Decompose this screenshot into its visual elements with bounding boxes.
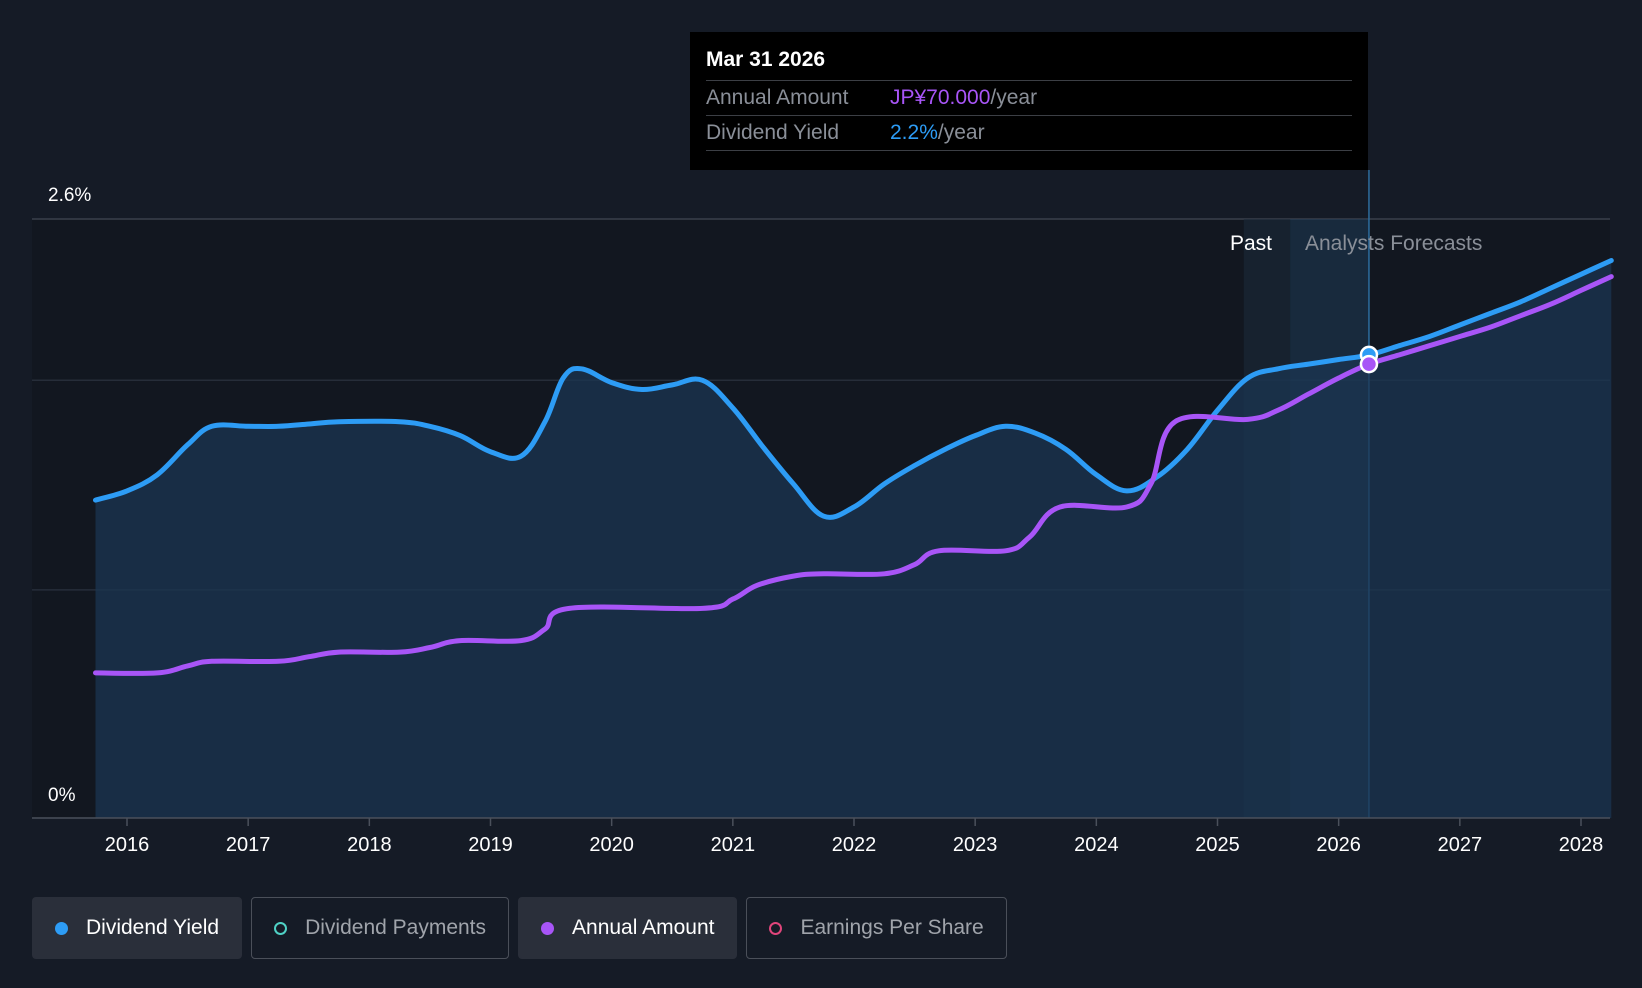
- tooltip-date: Mar 31 2026: [706, 44, 1352, 81]
- legend-dividend-yield[interactable]: Dividend Yield: [32, 897, 243, 959]
- past-label: Past: [1230, 232, 1272, 255]
- x-tick-label: 2026: [1316, 834, 1361, 856]
- y-tick-label-bottom: 0%: [48, 785, 76, 806]
- legend-label: Earnings Per Share: [800, 916, 984, 939]
- legend-label: Dividend Payments: [305, 916, 487, 939]
- tooltip-annual-unit: /year: [990, 86, 1038, 109]
- x-tick-label: 2019: [468, 834, 513, 856]
- forecast-label: Analysts Forecasts: [1305, 232, 1482, 255]
- legend-ring-icon: [274, 921, 288, 935]
- legend-dot-icon: [55, 921, 68, 935]
- x-tick-label: 2017: [226, 834, 271, 856]
- tooltip-yield-value: 2.2%: [890, 121, 938, 144]
- legend-label: Annual Amount: [572, 916, 715, 939]
- x-tick-label: 2020: [589, 834, 634, 856]
- tooltip-annual-value: JP¥70.000: [890, 86, 991, 109]
- x-tick-label: 2028: [1559, 834, 1604, 856]
- legend-label: Dividend Yield: [86, 916, 220, 939]
- x-tick-label: 2022: [832, 834, 877, 856]
- dividend-yield-area: [95, 260, 1612, 818]
- tooltip-yield-row: Dividend Yield 2.2% /year: [706, 116, 1352, 151]
- y-tick-label-top: 2.6%: [48, 185, 91, 206]
- legend-ring-icon: [769, 921, 783, 935]
- chart-legend: Dividend Yield Dividend Payments Annual …: [32, 897, 1007, 959]
- annual-marker: [1359, 354, 1379, 374]
- legend-dividend-payments[interactable]: Dividend Payments: [251, 897, 510, 959]
- x-tick-label: 2024: [1074, 834, 1119, 856]
- x-tick-label: 2023: [953, 834, 998, 856]
- x-tick-label: 2021: [711, 834, 756, 856]
- legend-dot-icon: [541, 921, 555, 935]
- x-tick-label: 2025: [1195, 834, 1240, 856]
- annual-amount-line: [93, 274, 1614, 676]
- x-tick-label: 2027: [1438, 834, 1483, 856]
- legend-earnings-per-share[interactable]: Earnings Per Share: [746, 897, 1007, 959]
- x-tick-label: 2016: [105, 834, 150, 856]
- tooltip-annual-row: Annual Amount JP¥70.000 /year: [706, 81, 1352, 116]
- tooltip-annual-label: Annual Amount: [706, 86, 849, 109]
- chart-tooltip: Mar 31 2026 Annual Amount JP¥70.000 /yea…: [690, 32, 1368, 170]
- tooltip-yield-label: Dividend Yield: [706, 121, 840, 144]
- tooltip-yield-unit: /year: [937, 121, 985, 144]
- x-tick-label: 2018: [347, 834, 392, 856]
- legend-annual-amount[interactable]: Annual Amount: [518, 897, 738, 959]
